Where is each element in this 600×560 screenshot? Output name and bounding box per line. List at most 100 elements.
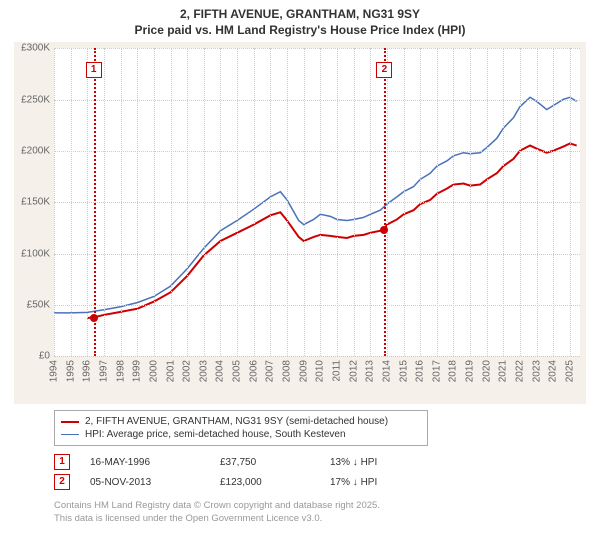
series-hpi <box>54 98 577 314</box>
plot-area: £0£50K£100K£150K£200K£250K£300K12 <box>54 48 580 356</box>
y-tick-label: £300K <box>14 43 50 54</box>
legend-label-hpi: HPI: Average price, semi-detached house,… <box>85 429 346 440</box>
x-tick-label: 1994 <box>49 360 60 382</box>
y-tick-label: £0 <box>14 351 50 362</box>
gridline-h <box>54 202 580 203</box>
gridline-v <box>220 48 221 356</box>
x-tick-label: 2021 <box>498 360 509 382</box>
gridline-h <box>54 100 580 101</box>
x-tick-label: 2017 <box>431 360 442 382</box>
x-tick-label: 2025 <box>565 360 576 382</box>
legend-swatch-price-paid <box>61 421 79 423</box>
x-tick-label: 1996 <box>82 360 93 382</box>
chart-panel: £0 £50K £100K £150K £200K £250K £300K 1 2 1994 19… <box>14 42 586 404</box>
event-line-2 <box>384 48 386 356</box>
legend: 2, FIFTH AVENUE, GRANTHAM, NG31 9SY (sem… <box>54 410 428 446</box>
y-tick-label: £50K <box>14 300 50 311</box>
x-tick-label: 2011 <box>331 360 342 382</box>
gridline-v <box>354 48 355 356</box>
title-line-2: Price paid vs. HM Land Registry's House … <box>0 22 600 38</box>
x-tick-label: 2016 <box>415 360 426 382</box>
x-tick-label: 2014 <box>381 360 392 382</box>
x-tick-label: 2024 <box>548 360 559 382</box>
gridline-v <box>404 48 405 356</box>
gridline-v <box>204 48 205 356</box>
gridline-v <box>470 48 471 356</box>
x-tick-label: 2018 <box>448 360 459 382</box>
footnote-line-1: Contains HM Land Registry data © Crown c… <box>54 500 556 512</box>
title-line-1: 2, FIFTH AVENUE, GRANTHAM, NG31 9SY <box>0 6 600 22</box>
events-table: 1 16-MAY-1996 £37,750 13% ↓ HPI 2 05-NOV-2013… <box>54 452 556 492</box>
gridline-v <box>54 48 55 356</box>
event-row-2: 205-NOV-2013£123,00017% ↓ HPI <box>54 472 556 492</box>
gridline-v <box>420 48 421 356</box>
event-marker-2: 2 <box>376 62 392 78</box>
gridline-v <box>437 48 438 356</box>
gridline-v <box>87 48 88 356</box>
gridline-v <box>237 48 238 356</box>
gridline-h <box>54 151 580 152</box>
x-tick-label: 2006 <box>248 360 259 382</box>
legend-swatch-hpi <box>61 434 79 435</box>
gridline-v <box>370 48 371 356</box>
event-row-date: 05-NOV-2013 <box>90 477 200 488</box>
x-tick-label: 2010 <box>315 360 326 382</box>
x-tick-label: 2023 <box>531 360 542 382</box>
gridline-v <box>104 48 105 356</box>
x-tick-label: 2001 <box>165 360 176 382</box>
event-row-price: £37,750 <box>220 457 310 468</box>
x-tick-label: 1997 <box>98 360 109 382</box>
gridline-v <box>171 48 172 356</box>
x-tick-label: 2000 <box>148 360 159 382</box>
event-dot-2 <box>380 226 388 234</box>
x-tick-label: 2005 <box>232 360 243 382</box>
x-tick-label: 2009 <box>298 360 309 382</box>
gridline-v <box>487 48 488 356</box>
gridline-v <box>304 48 305 356</box>
gridline-v <box>121 48 122 356</box>
event-line-1 <box>94 48 96 356</box>
x-tick-label: 2004 <box>215 360 226 382</box>
footnote-line-2: This data is licensed under the Open Gov… <box>54 513 556 525</box>
gridline-v <box>287 48 288 356</box>
y-tick-label: £100K <box>14 248 50 259</box>
chart-title: 2, FIFTH AVENUE, GRANTHAM, NG31 9SY Pric… <box>0 0 600 38</box>
gridline-v <box>254 48 255 356</box>
x-tick-label: 2015 <box>398 360 409 382</box>
footnote: Contains HM Land Registry data © Crown c… <box>54 500 556 525</box>
gridline-v <box>154 48 155 356</box>
x-tick-label: 2008 <box>282 360 293 382</box>
y-tick-label: £250K <box>14 94 50 105</box>
gridline-h <box>54 305 580 306</box>
event-row-box: 2 <box>54 474 70 490</box>
x-tick-label: 2003 <box>198 360 209 382</box>
x-tick-label: 2012 <box>348 360 359 382</box>
x-tick-label: 1999 <box>132 360 143 382</box>
event-row-delta: 13% ↓ HPI <box>330 457 420 468</box>
event-row-date: 16-MAY-1996 <box>90 457 200 468</box>
legend-row-price-paid: 2, FIFTH AVENUE, GRANTHAM, NG31 9SY (sem… <box>61 415 421 428</box>
gridline-v <box>537 48 538 356</box>
gridline-v <box>337 48 338 356</box>
event-row-box: 1 <box>54 454 70 470</box>
x-axis-labels: 1994199519961997199819992000200120022003… <box>54 356 580 404</box>
x-tick-label: 2002 <box>182 360 193 382</box>
gridline-v <box>187 48 188 356</box>
x-tick-label: 1995 <box>65 360 76 382</box>
legend-label-price-paid: 2, FIFTH AVENUE, GRANTHAM, NG31 9SY (sem… <box>85 416 388 427</box>
gridline-v <box>553 48 554 356</box>
event-marker-1: 1 <box>86 62 102 78</box>
gridline-v <box>387 48 388 356</box>
x-tick-label: 2019 <box>465 360 476 382</box>
gridline-h <box>54 48 580 49</box>
y-tick-label: £200K <box>14 146 50 157</box>
x-tick-label: 2013 <box>365 360 376 382</box>
x-tick-label: 2022 <box>515 360 526 382</box>
x-tick-label: 1998 <box>115 360 126 382</box>
y-tick-label: £150K <box>14 197 50 208</box>
gridline-v <box>270 48 271 356</box>
gridline-v <box>520 48 521 356</box>
event-row-delta: 17% ↓ HPI <box>330 477 420 488</box>
x-tick-label: 2007 <box>265 360 276 382</box>
gridline-v <box>503 48 504 356</box>
